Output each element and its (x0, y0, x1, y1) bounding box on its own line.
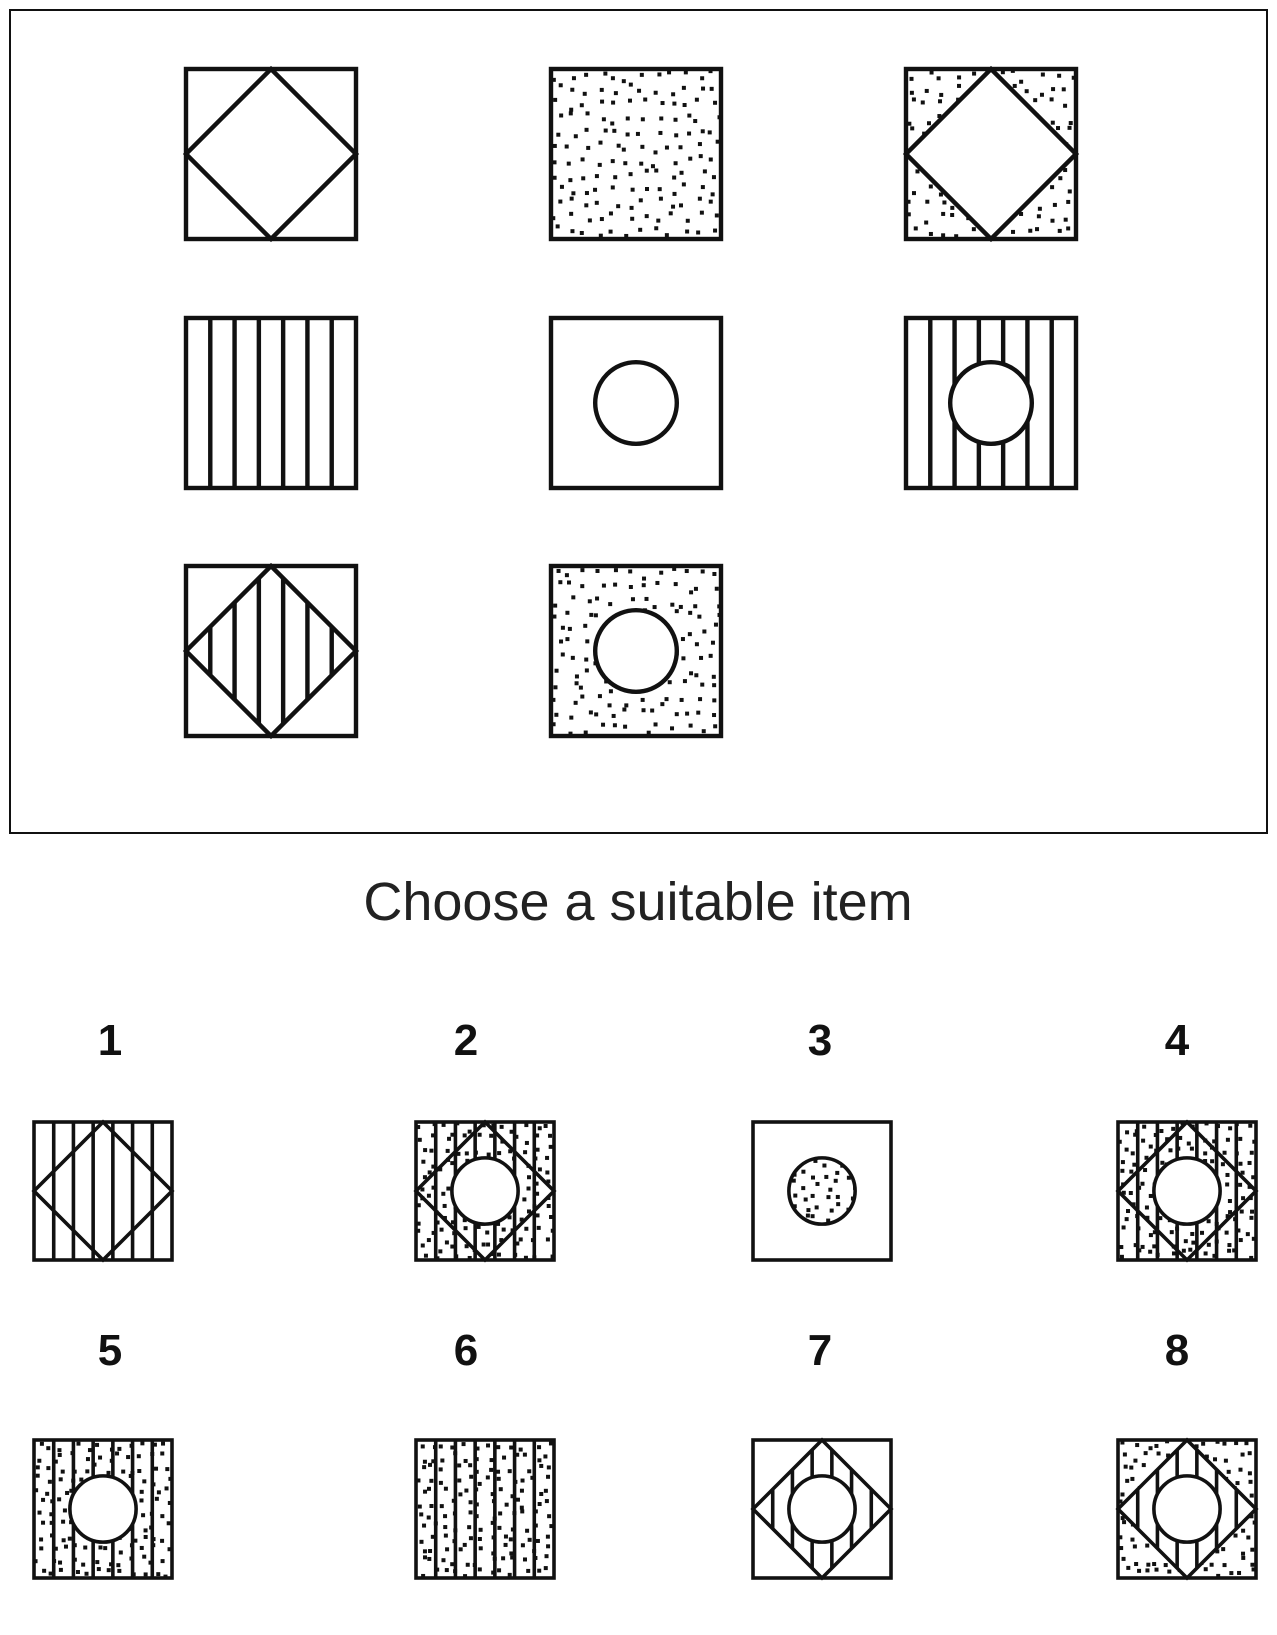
option-figure (31, 1119, 175, 1263)
vertical-lines (208, 318, 334, 488)
option-figure (750, 1437, 894, 1581)
square-frame (183, 563, 359, 739)
square-frame (548, 66, 724, 242)
circle-shape (1152, 1156, 1222, 1226)
circle-shape (787, 1474, 857, 1544)
matrix-cell-1-1 (182, 65, 360, 243)
option-2[interactable]: 2 (413, 1016, 557, 1263)
option-5[interactable]: 5 (32, 1326, 174, 1580)
option-figure (32, 1438, 174, 1580)
answer-options: 1 2 3 4 5 6 7 8 (31, 1016, 1259, 1581)
circle-shape (450, 1156, 520, 1226)
option-figure (1115, 1437, 1259, 1581)
square-frame (32, 1120, 174, 1262)
option-4[interactable]: 4 (1115, 1016, 1259, 1263)
option-3[interactable]: 3 (751, 1016, 893, 1262)
square-frame (1116, 1120, 1258, 1262)
option-figure (413, 1119, 557, 1263)
square-frame (751, 1438, 893, 1580)
option-figure (1115, 1119, 1259, 1263)
square-frame (548, 315, 724, 491)
prompt-text: Choose a suitable item (363, 872, 912, 932)
option-number: 8 (1165, 1326, 1189, 1375)
square-frame (32, 1438, 174, 1580)
circle-shape (592, 359, 680, 447)
matrix-cell-3-2 (548, 563, 724, 739)
matrix-cell-1-2 (548, 66, 724, 242)
circle-shape (1152, 1474, 1222, 1544)
matrix-cell-2-1 (183, 315, 359, 491)
option-number: 6 (454, 1326, 478, 1375)
circle-shape (68, 1474, 138, 1544)
matrix-cell-2-2 (548, 315, 724, 491)
circle-shape (592, 607, 680, 695)
option-number: 4 (1165, 1016, 1190, 1065)
option-figure (751, 1120, 893, 1262)
option-number: 5 (98, 1326, 122, 1375)
option-6[interactable]: 6 (414, 1326, 556, 1580)
square-frame (414, 1438, 556, 1580)
option-figure (414, 1438, 556, 1580)
square-frame (903, 315, 1079, 491)
vertical-lines (51, 1122, 155, 1260)
circle-shape (787, 1156, 857, 1226)
dot-texture (551, 566, 722, 736)
vertical-lines (433, 1440, 537, 1578)
square-frame (414, 1120, 556, 1262)
square-frame (1116, 1438, 1258, 1580)
option-number: 2 (454, 1016, 478, 1065)
square-frame (548, 563, 724, 739)
option-number: 3 (808, 1016, 832, 1065)
matrix-cell-2-3 (903, 315, 1079, 491)
option-1[interactable]: 1 (31, 1016, 175, 1263)
square-frame (183, 315, 359, 491)
circle-shape (947, 359, 1035, 447)
dot-texture (551, 69, 722, 238)
option-8[interactable]: 8 (1115, 1326, 1259, 1581)
square-frame (183, 66, 359, 242)
option-number: 1 (98, 1016, 122, 1065)
square-frame (903, 66, 1079, 242)
option-number: 7 (808, 1326, 832, 1375)
dot-texture-circle (790, 1157, 856, 1225)
square-frame (751, 1120, 893, 1262)
option-7[interactable]: 7 (750, 1326, 894, 1581)
